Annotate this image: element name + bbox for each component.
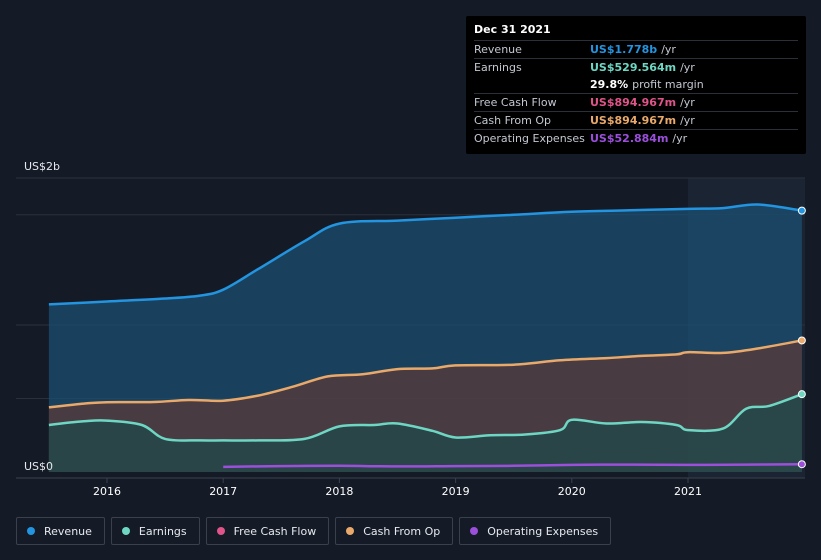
tooltip-value: US$529.564m <box>590 61 677 74</box>
cash-from-op-line <box>48 339 803 409</box>
tooltip-unit: /yr <box>680 114 695 127</box>
tooltip-unit: /yr <box>672 132 688 145</box>
legend-label: Operating Expenses <box>487 524 599 538</box>
tooltip-key: Operating Expenses <box>474 132 585 145</box>
tooltip-row: 29.8% profit margin <box>474 76 798 93</box>
x-tick-label: 2017 <box>209 485 237 498</box>
legend-label: Earnings <box>138 524 187 538</box>
legend-dot-icon <box>216 527 225 535</box>
tooltip-row: Free Cash Flow US$894.967m/yr <box>474 93 798 111</box>
legend-dot-icon <box>346 527 355 535</box>
tooltip-key: Earnings <box>474 61 522 74</box>
legend-label: Revenue <box>44 524 92 538</box>
x-axis-ticks: 2016 2017 2018 2019 2020 2021 <box>93 478 702 498</box>
legend-dot-icon <box>121 527 130 535</box>
tooltip-unit: /yr <box>680 61 695 74</box>
earnings-area <box>48 394 802 472</box>
tooltip-value: US$52.884m <box>590 132 669 145</box>
x-tick-label: 2021 <box>674 485 702 498</box>
tooltip-date: Dec 31 2021 <box>474 23 551 36</box>
earnings-line <box>48 393 803 442</box>
legend-label: Free Cash Flow <box>233 524 317 538</box>
revenue-line <box>48 203 803 306</box>
series-endpoints <box>797 206 806 469</box>
tooltip-row: Revenue US$1.778b/yr <box>474 40 798 58</box>
tooltip-row: Operating Expenses US$52.884m/yr <box>474 129 798 147</box>
chart-legend: Revenue Earnings Free Cash Flow Cash From O… <box>16 517 612 547</box>
operating-expenses-line <box>223 462 802 469</box>
legend-dot-icon <box>470 527 479 535</box>
revenue-end-point <box>797 206 806 215</box>
x-tick-label: 2019 <box>442 485 470 498</box>
tooltip-key: Free Cash Flow <box>474 96 557 109</box>
legend-dot-icon <box>27 527 35 535</box>
data-tooltip: Dec 31 2021 Revenue US$1.778b/yr Earnings U… <box>466 16 806 154</box>
x-tick-label: 2016 <box>93 485 121 498</box>
tooltip-rows: Revenue US$1.778b/yr Earnings US$529.564m/y… <box>474 40 798 147</box>
tooltip-value: US$1.778b <box>590 43 658 56</box>
tooltip-unit: profit margin <box>632 78 704 91</box>
legend-item-free-cash-flow[interactable]: Free Cash Flow <box>205 517 330 545</box>
tooltip-value: US$894.967m <box>590 114 677 127</box>
x-tick-label: 2018 <box>325 485 353 498</box>
tooltip-unit: /yr <box>680 96 695 109</box>
earnings-end-point <box>797 390 806 399</box>
tooltip-value: US$894.967m <box>590 96 677 109</box>
tooltip-row: Cash From Op US$894.967m/yr <box>474 111 798 129</box>
y-axis-top-label: US$2b <box>24 160 60 173</box>
legend-item-earnings[interactable]: Earnings <box>110 517 200 545</box>
legend-item-revenue[interactable]: Revenue <box>16 517 105 545</box>
series-lines <box>48 203 803 469</box>
tooltip-row: Earnings US$529.564m/yr <box>474 58 798 76</box>
series-fills <box>48 204 802 473</box>
x-tick-label: 2020 <box>558 485 586 498</box>
cash-from-op-end-point <box>797 336 806 345</box>
tooltip-unit: /yr <box>661 43 676 56</box>
legend-item-cash-from-op[interactable]: Cash From Op <box>335 517 454 545</box>
tooltip-value: 29.8% <box>590 78 629 91</box>
y-axis-bottom-label: US$0 <box>24 460 53 473</box>
legend-label: Cash From Op <box>363 524 441 538</box>
tooltip-key: Cash From Op <box>474 114 552 127</box>
tooltip-key: Revenue <box>474 43 522 56</box>
operating-expenses-end-point <box>797 460 806 469</box>
legend-item-operating-expenses[interactable]: Operating Expenses <box>459 517 612 545</box>
